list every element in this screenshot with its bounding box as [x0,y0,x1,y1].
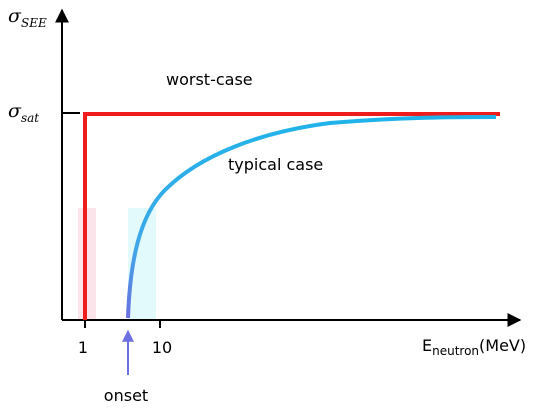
x-tick-label: 10 [152,338,172,357]
sat-label: σsat [8,100,39,125]
typical-curve [126,115,497,319]
x-tick-label: 1 [78,338,88,357]
typical-label: typical case [228,155,323,174]
worst-label: worst-case [166,70,253,89]
worst-case-curve [83,112,500,320]
y-axis-label: σSEE [8,5,47,30]
x-axis-label: Eneutron(MeV) [422,336,526,358]
onset-label: onset [104,386,148,405]
